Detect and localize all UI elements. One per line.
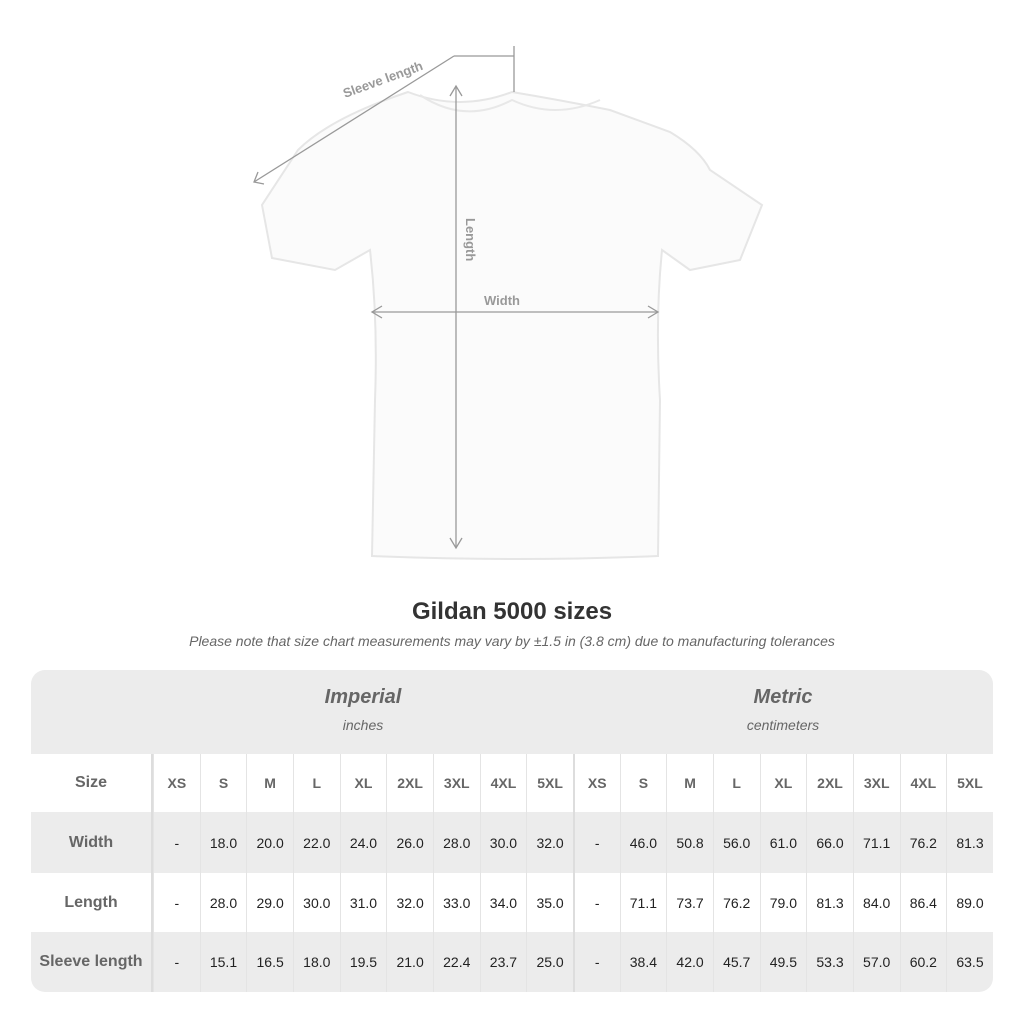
table-cell-imperial: 24.0 (339, 812, 387, 873)
table-cell-metric: 71.1 (619, 873, 667, 932)
table-row: Length -28.0 29.0 30.0 31.0 32.0 33.0 34.0 35.0-… (31, 873, 993, 932)
table-row: Width -18.0 20.0 22.0 24.0 26.0 28.0 30.0 32.0-4… (31, 812, 993, 873)
table-cell-metric: - (572, 873, 620, 932)
size-header-imperial: 4XL (479, 754, 527, 812)
table-cell-metric: 61.0 (759, 812, 807, 873)
size-header-metric: M (666, 754, 713, 812)
tolerance-note: Please note that size chart measurements… (189, 633, 835, 649)
table-cell-metric: - (572, 932, 620, 992)
page-title: Gildan 5000 sizes (411, 598, 613, 625)
measurement-lines (253, 46, 660, 550)
table-cell-imperial: 23.7 (479, 932, 527, 992)
table-cell-imperial: 20.0 (246, 812, 293, 873)
table-cell-metric: 50.8 (666, 812, 713, 873)
table-cell-imperial: - (153, 812, 200, 873)
metric-title: Metric (753, 686, 813, 708)
metric-unit: centimeters (746, 717, 820, 733)
table-cell-imperial: 32.0 (386, 873, 433, 932)
table-cell-metric: 89.0 (946, 873, 993, 932)
size-header-imperial: M (246, 754, 293, 812)
imperial-title: Imperial (324, 686, 402, 708)
table-cell-imperial: 34.0 (479, 873, 527, 932)
size-header-metric: S (619, 754, 667, 812)
table-cell-imperial: 26.0 (386, 812, 433, 873)
tshirt-image (260, 90, 764, 560)
metric-group: Metric centimeters (573, 686, 993, 733)
table-cell-imperial: 30.0 (479, 812, 527, 873)
size-header-metric: 5XL (946, 754, 993, 812)
table-cell-imperial: 33.0 (432, 873, 480, 932)
size-header-metric: 3XL (852, 754, 900, 812)
width-label: Width (484, 293, 520, 308)
size-header-imperial: S (199, 754, 247, 812)
table-cell-imperial: 30.0 (292, 873, 340, 932)
size-table: Imperial inches Metric centimeters Size XS S… (31, 670, 993, 992)
size-header-label: Size (31, 754, 153, 812)
size-header-metric: L (712, 754, 760, 812)
table-cell-imperial: 28.0 (432, 812, 480, 873)
size-header-imperial: XS (153, 754, 200, 812)
table-cell-metric: 73.7 (666, 873, 713, 932)
table-row: Sleeve length -15.1 16.5 18.0 19.5 21.0 22.4 23… (31, 932, 993, 992)
row-label: Width (31, 812, 153, 873)
table-cell-metric: 45.7 (712, 932, 760, 992)
table-cell-imperial: 25.0 (526, 932, 573, 992)
size-header-imperial: 3XL (432, 754, 480, 812)
table-cell-metric: 38.4 (619, 932, 667, 992)
table-cell-metric: 46.0 (619, 812, 667, 873)
table-cell-metric: 49.5 (759, 932, 807, 992)
table-cell-imperial: 18.0 (292, 932, 340, 992)
size-header-imperial: L (292, 754, 340, 812)
table-cell-imperial: 21.0 (386, 932, 433, 992)
table-cell-metric: 53.3 (806, 932, 853, 992)
table-cell-imperial: 32.0 (526, 812, 573, 873)
size-header-row: Size XS S M L XL 2XL 3XL 4XL 5XL XS S M L XL 2XL 3XL 4XL 5… (31, 754, 993, 812)
row-label: Length (31, 873, 153, 932)
table-cell-metric: 71.1 (852, 812, 900, 873)
table-cell-metric: 81.3 (806, 873, 853, 932)
table-cell-imperial: 22.0 (292, 812, 340, 873)
table-cell-imperial: 35.0 (526, 873, 573, 932)
table-cell-metric: 66.0 (806, 812, 853, 873)
table-cell-metric: 60.2 (899, 932, 947, 992)
size-header-imperial: 2XL (386, 754, 433, 812)
table-cell-imperial: 15.1 (199, 932, 247, 992)
table-cell-imperial: - (153, 873, 200, 932)
table-cell-imperial: 22.4 (432, 932, 480, 992)
length-label: Length (463, 218, 478, 261)
size-header-imperial: 5XL (526, 754, 573, 812)
table-cell-metric: 81.3 (946, 812, 993, 873)
table-cell-metric: 76.2 (712, 873, 760, 932)
table-cell-metric: - (572, 812, 620, 873)
table-cell-metric: 76.2 (899, 812, 947, 873)
size-header-imperial: XL (339, 754, 387, 812)
table-cell-imperial: 28.0 (199, 873, 247, 932)
size-header-metric: XL (759, 754, 807, 812)
table-cell-metric: 63.5 (946, 932, 993, 992)
size-header-metric: 4XL (899, 754, 947, 812)
table-cell-imperial: 16.5 (246, 932, 293, 992)
table-cell-imperial: 18.0 (199, 812, 247, 873)
imperial-group: Imperial inches (153, 686, 573, 733)
table-cell-imperial: 29.0 (246, 873, 293, 932)
table-cell-metric: 57.0 (852, 932, 900, 992)
table-cell-imperial: 19.5 (339, 932, 387, 992)
table-cell-imperial: 31.0 (339, 873, 387, 932)
imperial-unit: inches (342, 717, 384, 733)
unit-header: Imperial inches Metric centimeters (31, 670, 993, 754)
table-cell-imperial: - (153, 932, 200, 992)
table-cell-metric: 56.0 (712, 812, 760, 873)
tshirt-diagram: Sleeve length Length Width (253, 46, 764, 560)
table-cell-metric: 79.0 (759, 873, 807, 932)
table-cell-metric: 42.0 (666, 932, 713, 992)
row-label: Sleeve length (31, 932, 153, 992)
size-header-metric: 2XL (806, 754, 853, 812)
size-header-metric: XS (572, 754, 620, 812)
table-cell-metric: 84.0 (852, 873, 900, 932)
table-cell-metric: 86.4 (899, 873, 947, 932)
